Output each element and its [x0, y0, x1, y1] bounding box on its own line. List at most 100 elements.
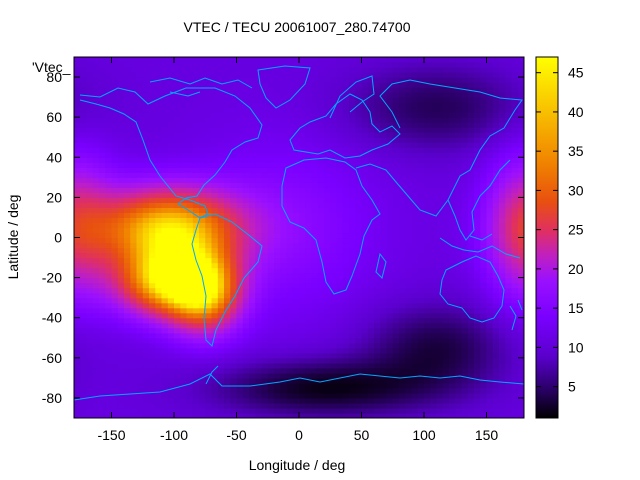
heatmap-cell	[174, 317, 181, 324]
heatmap-cell	[324, 232, 331, 239]
heatmap-cell	[136, 397, 144, 404]
heatmap-cell	[80, 62, 88, 68]
heatmap-cell	[486, 192, 494, 198]
heatmap-cell	[249, 67, 256, 73]
heatmap-cell	[424, 207, 431, 213]
heatmap-cell	[317, 97, 325, 103]
heatmap-cell	[499, 122, 506, 128]
heatmap-cell	[330, 267, 338, 274]
heatmap-cell	[299, 147, 306, 153]
heatmap-cell	[92, 112, 100, 118]
heatmap-cell	[255, 272, 263, 279]
heatmap-cell	[230, 112, 238, 118]
heatmap-cell	[311, 287, 319, 294]
heatmap-cell	[424, 342, 431, 349]
heatmap-cell	[424, 377, 431, 384]
heatmap-cell	[217, 207, 225, 213]
heatmap-cell	[492, 132, 500, 138]
heatmap-cell	[455, 282, 463, 289]
heatmap-cell	[267, 87, 275, 93]
heatmap-cell	[105, 107, 113, 113]
heatmap-cell	[442, 72, 450, 78]
heatmap-cell	[467, 97, 475, 103]
heatmap-cell	[124, 337, 131, 344]
heatmap-cell	[117, 132, 125, 138]
heatmap-cell	[411, 242, 419, 249]
heatmap-cell	[174, 307, 181, 314]
heatmap-cell	[255, 337, 263, 344]
heatmap-cell	[342, 227, 350, 234]
heatmap-cell	[186, 247, 194, 254]
heatmap-cell	[299, 112, 306, 118]
heatmap-cell	[436, 197, 444, 203]
heatmap-cell	[180, 77, 188, 83]
heatmap-cell	[230, 287, 238, 294]
heatmap-cell	[436, 157, 444, 163]
heatmap-cell	[142, 352, 150, 359]
heatmap-cell	[492, 112, 500, 118]
heatmap-cell	[355, 197, 363, 203]
heatmap-cell	[92, 92, 100, 98]
heatmap-cell	[305, 413, 313, 418]
heatmap-cell	[417, 132, 425, 138]
heatmap-cell	[224, 117, 231, 123]
heatmap-cell	[324, 403, 331, 409]
heatmap-cell	[255, 387, 263, 394]
heatmap-cell	[442, 297, 450, 304]
heatmap-cell	[167, 152, 175, 158]
heatmap-cell	[149, 72, 156, 78]
heatmap-cell	[330, 327, 338, 334]
heatmap-cell	[455, 127, 463, 133]
heatmap-cell	[399, 237, 406, 244]
heatmap-cell	[99, 227, 106, 234]
heatmap-cell	[149, 237, 156, 244]
heatmap-cell	[99, 242, 106, 249]
heatmap-cell	[124, 172, 131, 178]
heatmap-cell	[461, 192, 469, 198]
heatmap-cell	[130, 162, 138, 168]
heatmap-cell	[374, 282, 381, 289]
heatmap-cell	[355, 212, 363, 218]
heatmap-cell	[167, 227, 175, 234]
heatmap-cell	[455, 357, 463, 364]
heatmap-cell	[436, 302, 444, 309]
heatmap-cell	[186, 132, 194, 138]
heatmap-cell	[86, 132, 94, 138]
heatmap-cell	[436, 227, 444, 234]
heatmap-cell	[324, 157, 331, 163]
heatmap-cell	[192, 197, 200, 203]
heatmap-cell	[74, 202, 81, 208]
heatmap-cell	[192, 102, 200, 108]
heatmap-cell	[486, 212, 494, 218]
heatmap-cell	[442, 232, 450, 239]
heatmap-cell	[430, 177, 438, 183]
heatmap-cell	[236, 362, 244, 369]
heatmap-cell	[280, 102, 288, 108]
heatmap-cell	[105, 177, 113, 183]
heatmap-cell	[342, 167, 350, 173]
heatmap-cell	[286, 337, 294, 344]
heatmap-cell	[299, 192, 306, 198]
heatmap-cell	[330, 287, 338, 294]
heatmap-cell	[336, 307, 344, 314]
heatmap-cell	[367, 192, 375, 198]
heatmap-cell	[424, 352, 431, 359]
heatmap-cell	[342, 282, 350, 289]
heatmap-cell	[242, 202, 250, 208]
heatmap-cell	[330, 132, 338, 138]
heatmap-cell	[299, 82, 306, 88]
heatmap-cell	[280, 397, 288, 404]
heatmap-cell	[255, 142, 263, 148]
heatmap-cell	[361, 377, 369, 384]
heatmap-cell	[361, 167, 369, 173]
heatmap-cell	[249, 142, 256, 148]
heatmap-cell	[380, 157, 388, 163]
heatmap-cell	[167, 302, 175, 309]
heatmap-cell	[236, 127, 244, 133]
heatmap-cell	[92, 152, 100, 158]
heatmap-cell	[117, 217, 125, 223]
heatmap-cell	[155, 387, 163, 394]
heatmap-cell	[117, 247, 125, 254]
heatmap-cell	[230, 217, 238, 223]
heatmap-cell	[174, 182, 181, 188]
